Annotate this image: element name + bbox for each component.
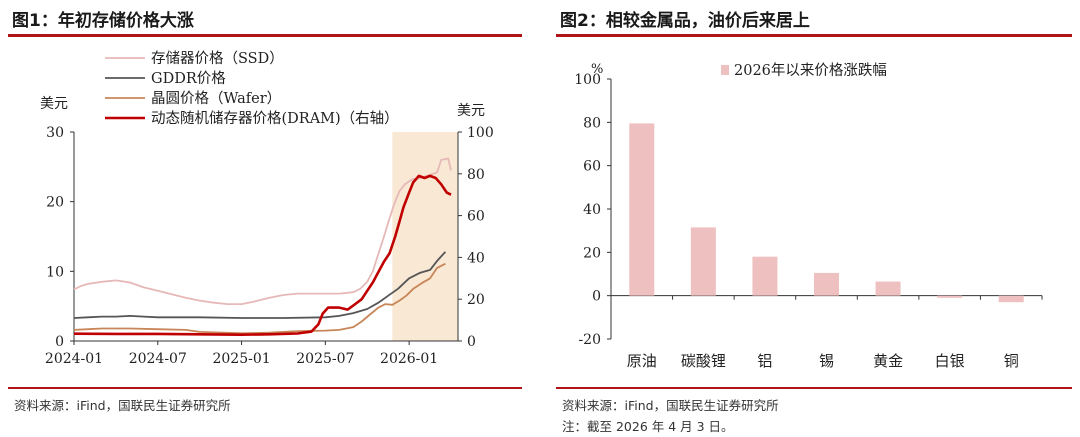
right-tick-label: 100 bbox=[467, 125, 494, 141]
y-tick-label: 100 bbox=[574, 72, 601, 88]
x-tick-label: 2025-07 bbox=[296, 351, 354, 367]
chart2-title-rule bbox=[556, 34, 1072, 37]
chart-panel-memory-prices: 图1：年初存储价格大涨 0 10 20 30 0 20 40 60 80 100 2024-01 20… bbox=[0, 0, 530, 437]
series-line-3 bbox=[73, 174, 452, 336]
chart2-title: 图2：相较金属品，油价后来居上 bbox=[560, 11, 810, 31]
legend-swatch bbox=[721, 65, 729, 75]
y-axis-unit: % bbox=[591, 62, 603, 77]
category-label-6: 铜 bbox=[1004, 352, 1019, 370]
category-label-4: 黄金 bbox=[873, 352, 903, 370]
bar-3 bbox=[814, 272, 839, 296]
y-tick-label: 20 bbox=[583, 245, 601, 261]
left-tick-label: 20 bbox=[46, 195, 64, 211]
chart1-source: 资料来源：iFind，国联民生证券研究所 bbox=[14, 398, 231, 413]
y-tick-label: -20 bbox=[578, 332, 601, 348]
right-axis-unit: 美元 bbox=[457, 103, 485, 119]
bar-0 bbox=[629, 123, 655, 296]
shade-region bbox=[392, 132, 458, 341]
right-tick-label: 40 bbox=[467, 250, 485, 266]
right-tick-label: 20 bbox=[467, 292, 485, 308]
series-line-0 bbox=[73, 157, 452, 305]
left-axis-unit: 美元 bbox=[40, 96, 68, 112]
chart2-source: 资料来源：iFind，国联民生证券研究所 bbox=[562, 398, 779, 413]
bar-1 bbox=[690, 227, 716, 296]
chart1-title-rule bbox=[8, 34, 522, 37]
left-tick-label: 10 bbox=[46, 264, 64, 280]
bar-5 bbox=[937, 295, 963, 298]
y-tick-label: 0 bbox=[592, 289, 601, 305]
series-line-1 bbox=[73, 251, 447, 319]
category-label-5: 白银 bbox=[935, 352, 965, 370]
right-tick-label: 0 bbox=[467, 334, 476, 350]
category-label-2: 铝 bbox=[757, 352, 772, 370]
left-tick-label: 30 bbox=[46, 125, 64, 141]
series-line-2 bbox=[73, 262, 446, 335]
x-tick-label: 2024-07 bbox=[129, 351, 187, 367]
right-tick-label: 80 bbox=[467, 167, 485, 183]
legend-label-3: 动态随机储存器价格(DRAM)（右轴） bbox=[151, 110, 399, 127]
x-tick-label: 2024-01 bbox=[45, 351, 103, 367]
bar-2 bbox=[752, 256, 778, 296]
chart2-note: 注：截至 2026 年 4 月 3 日。 bbox=[562, 419, 734, 434]
chart2-source-rule bbox=[556, 387, 1072, 389]
right-tick-label: 60 bbox=[467, 209, 485, 225]
left-tick-label: 0 bbox=[55, 334, 64, 350]
y-tick-label: 80 bbox=[583, 115, 601, 131]
y-tick-label: 40 bbox=[583, 202, 601, 218]
bar-4 bbox=[875, 281, 901, 296]
y-tick-label: 60 bbox=[583, 159, 601, 175]
legend-label-2: 晶圆价格（Wafer） bbox=[151, 90, 281, 107]
chart1-source-rule bbox=[8, 387, 522, 389]
x-tick-label: 2026-01 bbox=[380, 351, 438, 367]
chart1-svg: 0 10 20 30 0 20 40 60 80 100 2024-01 2024-07 2025-01… bbox=[40, 50, 494, 367]
legend-label-1: GDDR价格 bbox=[151, 70, 226, 87]
legend-label: 2026年以来价格涨跌幅 bbox=[734, 62, 887, 79]
category-label-0: 原油 bbox=[627, 352, 657, 370]
chart1-title: 图1：年初存储价格大涨 bbox=[12, 11, 194, 31]
category-label-1: 碳酸锂 bbox=[681, 352, 726, 370]
category-label-3: 锡 bbox=[819, 352, 834, 370]
x-tick-label: 2025-01 bbox=[212, 351, 270, 367]
chart-panel-commodity-returns: 图2：相较金属品，油价后来居上 -20 0 20 40 60 80 100% 2026年以来价… bbox=[548, 0, 1080, 437]
bar-6 bbox=[998, 295, 1024, 303]
legend-label-0: 存储器价格（SSD） bbox=[151, 50, 284, 67]
